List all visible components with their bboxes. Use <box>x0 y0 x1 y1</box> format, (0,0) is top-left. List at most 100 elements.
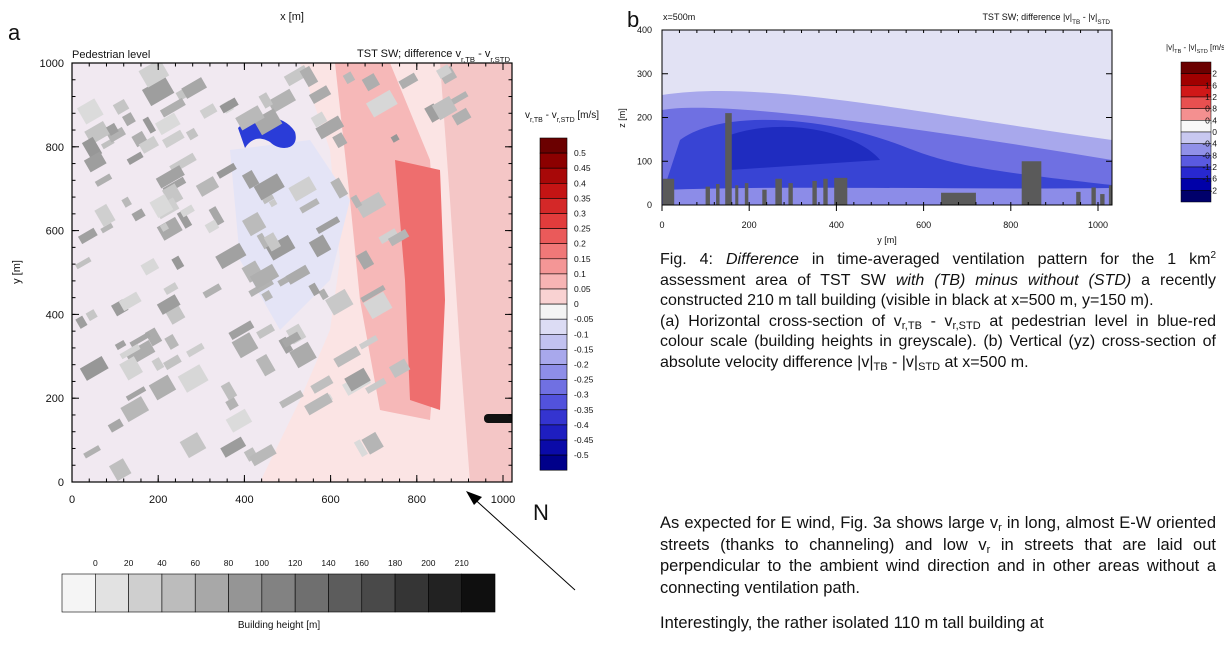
building <box>100 222 114 234</box>
building <box>248 278 274 297</box>
colorbar-title: |v|TB - |v|STD [m/s] <box>1166 43 1224 55</box>
colorbar-swatch <box>539 424 568 441</box>
building <box>202 283 222 299</box>
building <box>114 339 127 351</box>
building <box>77 227 98 245</box>
building <box>253 108 283 136</box>
colorbar-label: 0.45 <box>574 163 591 173</box>
building <box>79 356 109 381</box>
building <box>215 242 247 270</box>
page: { "panel_a": { "label": "a", "x_label": … <box>8 7 1224 632</box>
building <box>235 105 265 131</box>
caption: Fig. 4: Difference in time-averaged vent… <box>660 250 1216 386</box>
building <box>204 219 220 234</box>
colorbar-title-part: - |v| <box>1181 43 1196 52</box>
panel-label: b <box>627 7 639 32</box>
height-swatch <box>194 573 229 613</box>
height-swatch <box>261 573 296 613</box>
building <box>267 88 296 113</box>
y-tick-label: 0 <box>647 200 652 210</box>
colorbar-swatch <box>539 333 568 350</box>
colorbar-title-part: TB <box>1174 49 1181 55</box>
colorbar-swatch <box>539 167 568 184</box>
building <box>83 445 101 459</box>
body-run: Interestingly, the rather isolated 110 m… <box>660 614 1044 632</box>
building <box>228 320 255 340</box>
section-building <box>812 180 817 205</box>
height-swatch <box>61 573 96 613</box>
height-label: 20 <box>124 558 134 568</box>
building <box>138 63 170 88</box>
building <box>424 103 442 123</box>
height-swatch <box>428 573 462 613</box>
body-text: As expected for E wind, Fig. 3a shows la… <box>660 513 1216 647</box>
colorbar-label: -2 <box>1209 185 1217 195</box>
building <box>76 98 104 125</box>
colorbar-label: 0 <box>1212 127 1217 137</box>
building <box>156 294 181 315</box>
colorbar-title-part: - v <box>543 110 557 121</box>
building <box>279 390 304 409</box>
building <box>108 458 132 482</box>
building <box>256 232 270 250</box>
colorbar-label: 2 <box>1212 69 1217 79</box>
building <box>159 222 170 232</box>
colorbar-label: 0.2 <box>574 239 586 249</box>
building <box>344 367 371 392</box>
section-building <box>762 189 767 205</box>
y-tick-label: 600 <box>46 226 64 238</box>
field-positive-east <box>440 63 512 482</box>
building <box>119 343 141 360</box>
caption-text: assessment area of TST SW <box>660 271 896 289</box>
building <box>361 73 381 92</box>
height-swatch <box>394 573 429 613</box>
building <box>176 209 193 229</box>
building <box>365 377 387 394</box>
colorbar-swatch <box>539 439 568 456</box>
caption-text: - |v| <box>887 353 919 371</box>
building <box>265 234 296 261</box>
building <box>308 85 332 105</box>
building <box>121 196 132 208</box>
section-building <box>1100 194 1105 205</box>
x-tick-label: 800 <box>408 494 426 506</box>
building <box>163 282 179 296</box>
colorbar-label: -0.05 <box>574 314 594 324</box>
height-label: 210 <box>455 558 469 568</box>
building <box>310 111 328 128</box>
building <box>378 228 399 245</box>
height-label: 140 <box>321 558 335 568</box>
building <box>288 176 317 202</box>
colorbar-label: -0.8 <box>1202 150 1217 160</box>
building <box>299 198 320 214</box>
caption-text: a recently constructed 210 m tall buildi… <box>660 271 1217 310</box>
body-run: in streets that are laid out perpendicul… <box>660 535 1216 597</box>
caption-text: r,STD <box>952 319 981 332</box>
colorbar-swatch <box>539 379 568 396</box>
building <box>231 332 259 359</box>
colorbar-label: -0.45 <box>574 435 594 445</box>
section-building <box>1129 196 1133 205</box>
section-building <box>1108 185 1112 205</box>
section-building <box>1091 187 1096 205</box>
building <box>451 107 472 126</box>
building <box>171 255 185 270</box>
colorbar-label: 0.4 <box>1205 115 1217 125</box>
building <box>249 263 280 290</box>
colorbar-swatch <box>539 137 568 154</box>
building <box>342 71 356 85</box>
building <box>263 232 282 252</box>
colorbar-label: 0.35 <box>574 193 591 203</box>
building <box>154 112 181 136</box>
building <box>185 127 199 141</box>
caption-text: 2 <box>1210 250 1216 261</box>
building <box>164 334 179 350</box>
building <box>199 103 218 119</box>
building <box>186 342 205 358</box>
height-swatch <box>361 573 396 613</box>
building <box>161 183 184 206</box>
panel-title-part: TB <box>1072 19 1080 26</box>
building <box>390 134 400 143</box>
x-tick-label: 400 <box>829 220 844 230</box>
colorbar-label: 0.25 <box>574 224 591 234</box>
